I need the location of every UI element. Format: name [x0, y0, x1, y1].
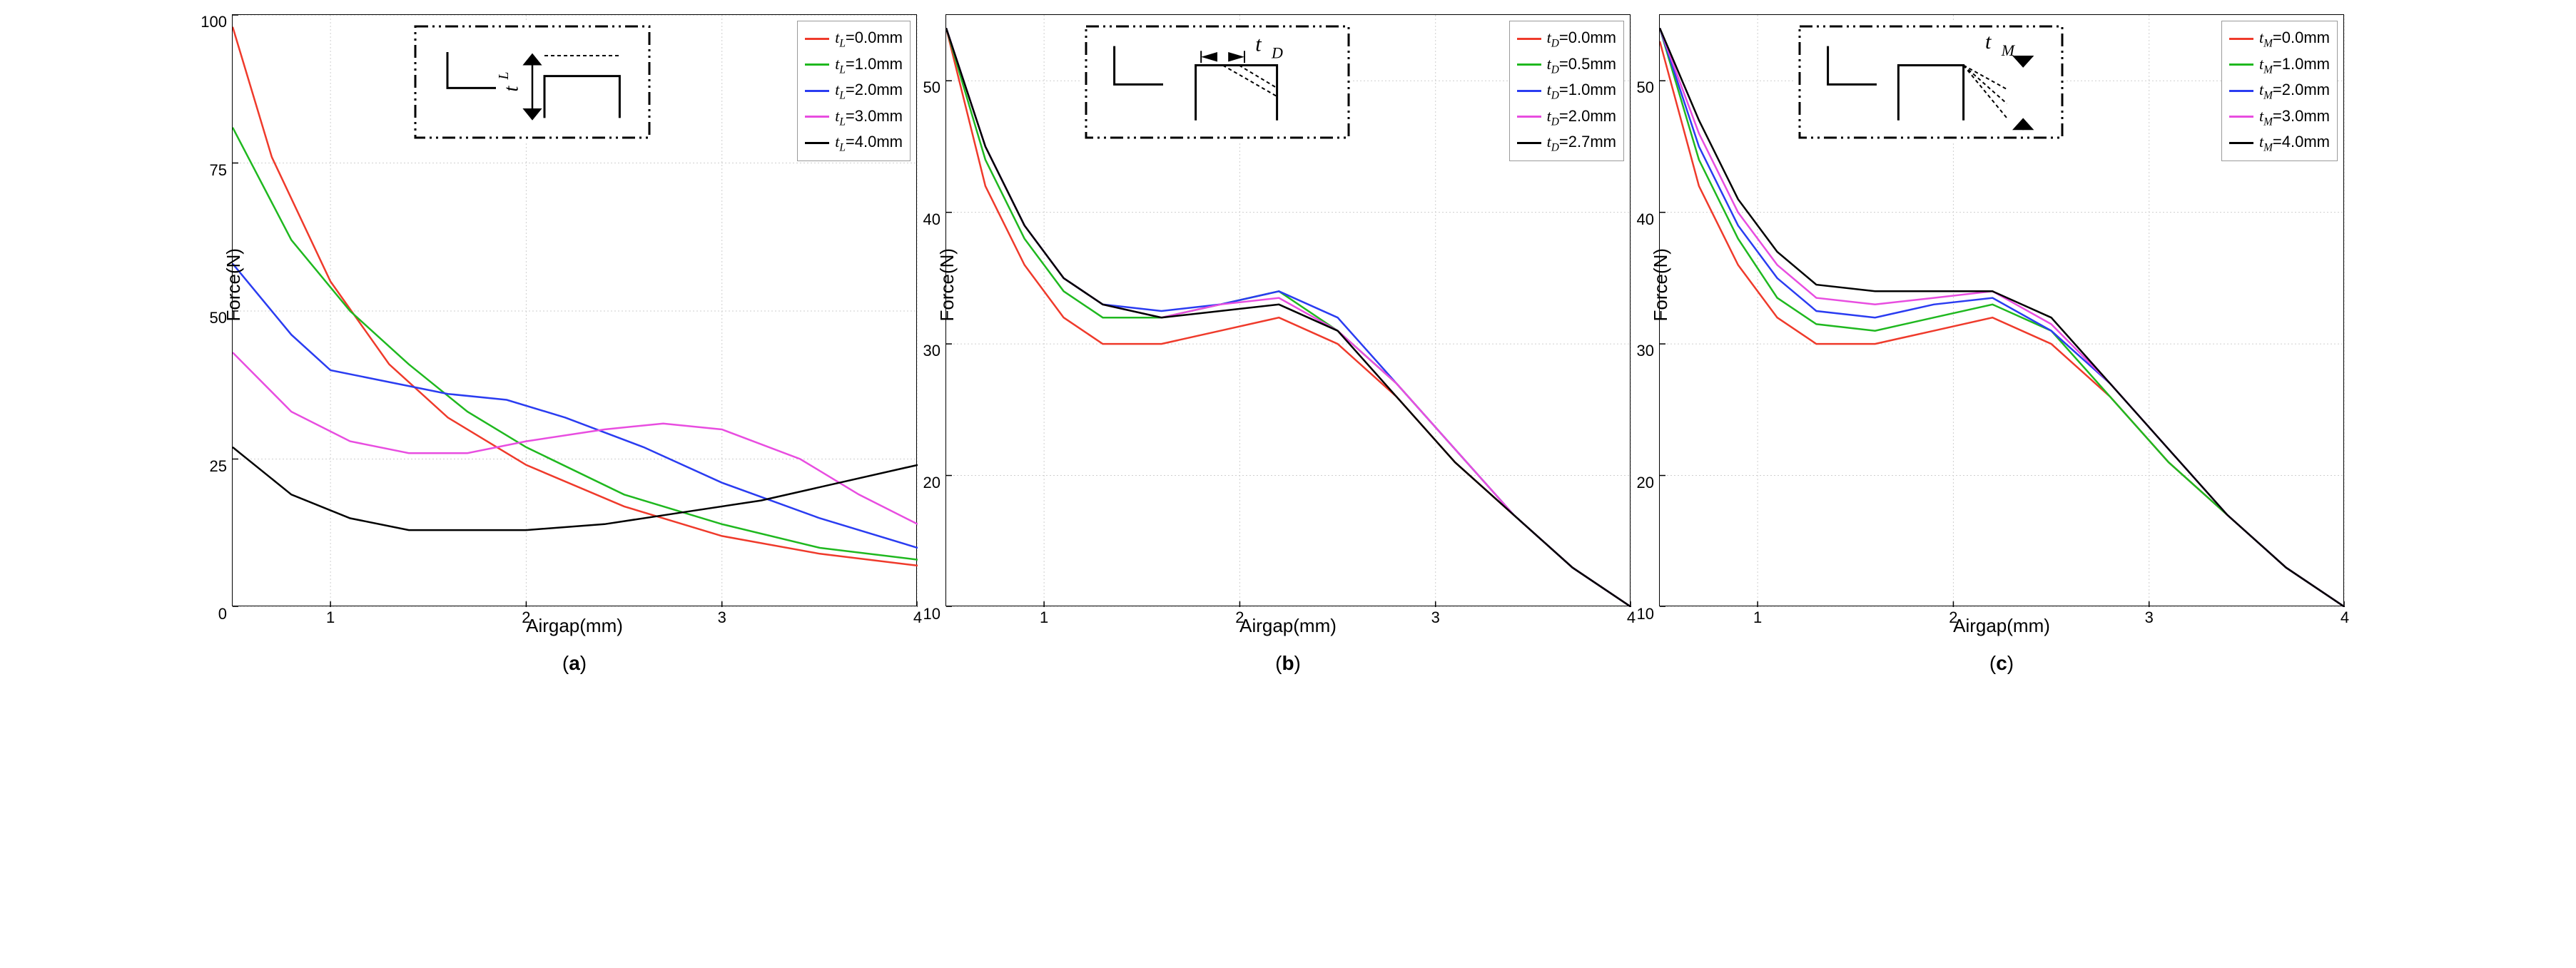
- legend-swatch: [805, 38, 829, 40]
- legend-label: tL=0.0mm: [835, 26, 903, 52]
- svg-text:L: L: [496, 72, 512, 81]
- legend-item: tD=1.0mm: [1517, 78, 1616, 104]
- legend-item: tL=2.0mm: [805, 78, 903, 104]
- svg-text:M: M: [2001, 41, 2016, 59]
- y-tick-label: 30: [906, 342, 940, 360]
- legend: tM=0.0mmtM=1.0mmtM=2.0mmtM=3.0mmtM=4.0mm: [2221, 21, 2338, 161]
- x-tick-label: 1: [326, 608, 335, 627]
- x-axis-label: Airgap(mm): [1953, 615, 2050, 637]
- y-axis-label: Force(N): [936, 248, 958, 322]
- inset-schematic: t D: [1082, 22, 1353, 142]
- x-tick-label: 4: [2341, 608, 2349, 627]
- legend-swatch: [2229, 63, 2253, 66]
- panel-b: 10203040501234Force(N)Airgap(mm)tD=0.0mm…: [945, 14, 1631, 675]
- legend-swatch: [805, 116, 829, 118]
- legend-swatch: [805, 142, 829, 144]
- legend-item: tD=0.0mm: [1517, 26, 1616, 52]
- x-tick-label: 3: [718, 608, 726, 627]
- legend-swatch: [1517, 90, 1541, 92]
- chart-b: 10203040501234Force(N)Airgap(mm)tD=0.0mm…: [945, 14, 1631, 606]
- y-tick-label: 10: [906, 605, 940, 623]
- x-tick-label: 3: [1431, 608, 1440, 627]
- y-axis-label: Force(N): [1650, 248, 1672, 322]
- legend-swatch: [2229, 38, 2253, 40]
- legend-swatch: [1517, 38, 1541, 40]
- panel-a: 02550751001234Force(N)Airgap(mm)tL=0.0mm…: [232, 14, 917, 675]
- legend-swatch: [2229, 142, 2253, 144]
- legend-label: tL=2.0mm: [835, 78, 903, 104]
- legend-item: tM=1.0mm: [2229, 52, 2330, 78]
- legend-item: tM=0.0mm: [2229, 26, 2330, 52]
- legend-item: tD=0.5mm: [1517, 52, 1616, 78]
- legend-label: tD=0.5mm: [1547, 52, 1616, 78]
- legend-label: tM=0.0mm: [2259, 26, 2330, 52]
- legend-item: tL=4.0mm: [805, 130, 903, 156]
- legend-label: tL=3.0mm: [835, 104, 903, 131]
- subplot-label: (c): [1989, 652, 2014, 675]
- x-axis-label: Airgap(mm): [526, 615, 623, 637]
- svg-text:t: t: [501, 85, 523, 91]
- subplot-label: (b): [1275, 652, 1301, 675]
- svg-text:D: D: [1271, 44, 1283, 61]
- legend-label: tM=1.0mm: [2259, 52, 2330, 78]
- legend-swatch: [2229, 90, 2253, 92]
- x-tick-label: 1: [1753, 608, 1762, 627]
- inset-schematic: t M: [1795, 22, 2067, 142]
- y-tick-label: 40: [906, 210, 940, 229]
- y-tick-label: 75: [193, 161, 227, 180]
- legend-item: tM=3.0mm: [2229, 104, 2330, 131]
- legend-label: tL=4.0mm: [835, 130, 903, 156]
- chart-a: 02550751001234Force(N)Airgap(mm)tL=0.0mm…: [232, 14, 917, 606]
- svg-text:t: t: [1255, 32, 1262, 56]
- y-tick-label: 50: [906, 78, 940, 97]
- legend: tL=0.0mmtL=1.0mmtL=2.0mmtL=3.0mmtL=4.0mm: [797, 21, 911, 161]
- chart-c: 10203040501234Force(N)Airgap(mm)tM=0.0mm…: [1659, 14, 2344, 606]
- series-line: [233, 447, 918, 530]
- x-axis-label: Airgap(mm): [1239, 615, 1337, 637]
- series-line: [233, 352, 918, 524]
- series-line: [233, 128, 918, 560]
- y-axis-label: Force(N): [223, 248, 245, 322]
- legend-item: tL=1.0mm: [805, 52, 903, 78]
- y-tick-label: 10: [1620, 605, 1654, 623]
- y-tick-label: 0: [193, 605, 227, 623]
- legend-item: tM=4.0mm: [2229, 130, 2330, 156]
- legend-label: tD=0.0mm: [1547, 26, 1616, 52]
- series-line: [233, 264, 918, 548]
- inset-schematic: t L: [411, 22, 654, 142]
- legend-label: tM=4.0mm: [2259, 130, 2330, 156]
- subplot-label: (a): [562, 652, 587, 675]
- legend-label: tL=1.0mm: [835, 52, 903, 78]
- y-tick-label: 50: [1620, 78, 1654, 97]
- x-tick-label: 3: [2145, 608, 2154, 627]
- panel-c: 10203040501234Force(N)Airgap(mm)tM=0.0mm…: [1659, 14, 2344, 675]
- legend-swatch: [2229, 116, 2253, 118]
- legend-item: tL=3.0mm: [805, 104, 903, 131]
- legend: tD=0.0mmtD=0.5mmtD=1.0mmtD=2.0mmtD=2.7mm: [1509, 21, 1624, 161]
- legend-label: tM=3.0mm: [2259, 104, 2330, 131]
- legend-label: tD=1.0mm: [1547, 78, 1616, 104]
- y-tick-label: 30: [1620, 342, 1654, 360]
- legend-item: tL=0.0mm: [805, 26, 903, 52]
- legend-swatch: [1517, 142, 1541, 144]
- legend-label: tD=2.7mm: [1547, 130, 1616, 156]
- y-tick-label: 20: [906, 474, 940, 492]
- y-tick-label: 25: [193, 457, 227, 476]
- legend-item: tD=2.0mm: [1517, 104, 1616, 131]
- svg-text:t: t: [1985, 30, 1992, 54]
- legend-item: tM=2.0mm: [2229, 78, 2330, 104]
- y-tick-label: 100: [193, 13, 227, 31]
- x-tick-label: 1: [1040, 608, 1048, 627]
- legend-label: tD=2.0mm: [1547, 104, 1616, 131]
- legend-item: tD=2.7mm: [1517, 130, 1616, 156]
- legend-swatch: [805, 63, 829, 66]
- legend-swatch: [1517, 63, 1541, 66]
- y-tick-label: 20: [1620, 474, 1654, 492]
- legend-label: tM=2.0mm: [2259, 78, 2330, 104]
- legend-swatch: [1517, 116, 1541, 118]
- y-tick-label: 40: [1620, 210, 1654, 229]
- legend-swatch: [805, 90, 829, 92]
